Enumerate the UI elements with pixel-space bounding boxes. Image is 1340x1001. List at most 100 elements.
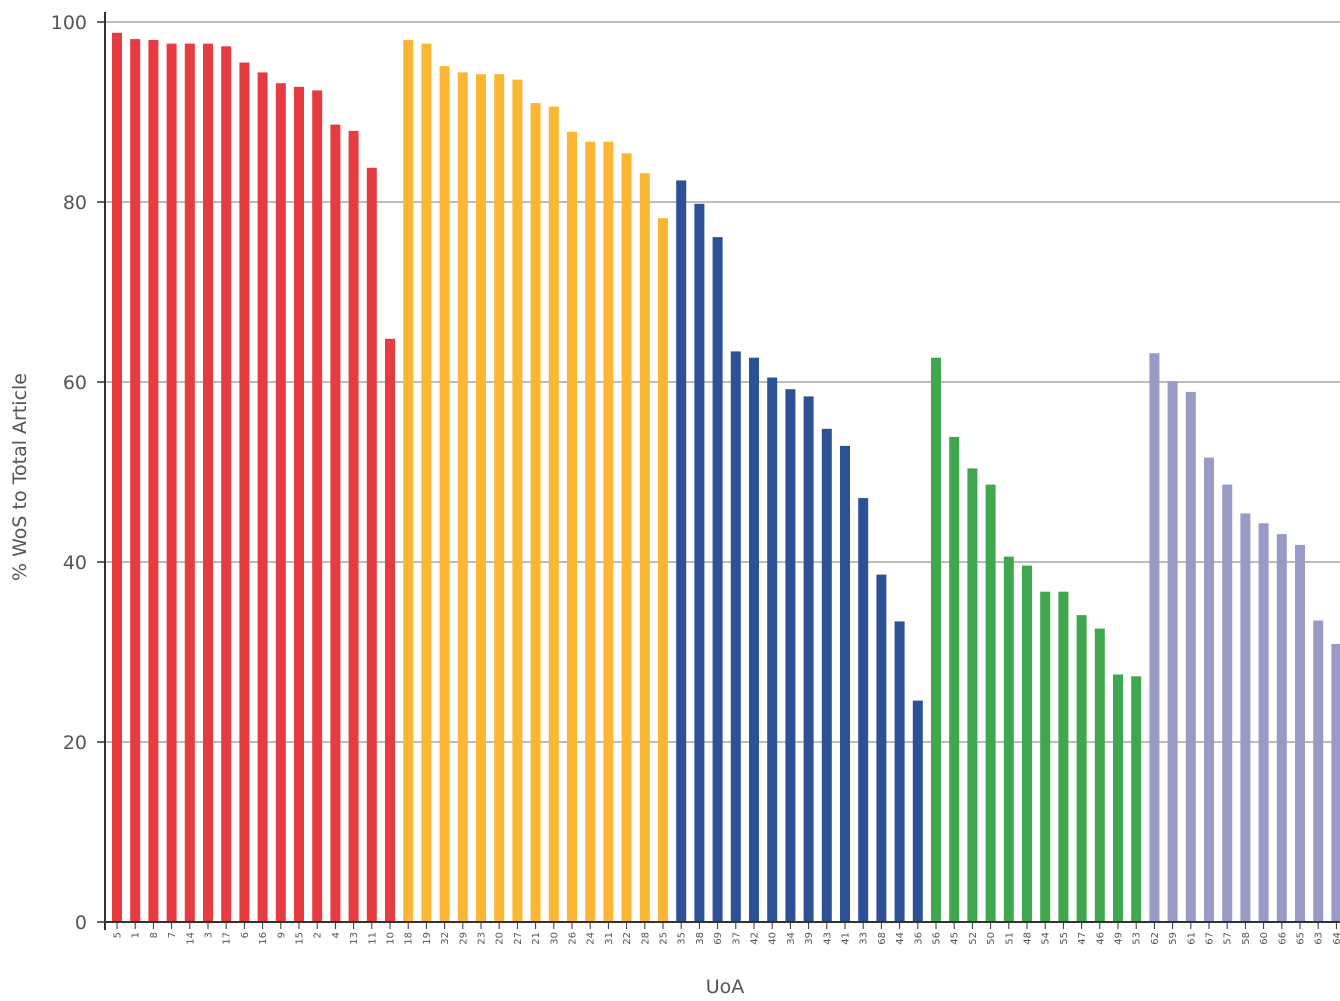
x-tick-label: 41	[841, 932, 852, 945]
x-tick-label: 56	[932, 932, 943, 945]
x-tick-label: 43	[822, 932, 833, 945]
x-tick-label: 13	[349, 932, 360, 945]
x-tick-label: 52	[968, 932, 979, 945]
bar	[1058, 591, 1069, 922]
x-tick-label: 67	[1205, 932, 1216, 945]
bar	[439, 66, 450, 923]
x-tick-label: 17	[222, 932, 233, 945]
y-tick-label: 60	[63, 372, 87, 394]
bar	[1131, 676, 1142, 922]
bar	[821, 428, 832, 922]
x-tick-label: 46	[1095, 932, 1106, 945]
x-tick-label: 9	[276, 932, 287, 938]
bar	[749, 357, 759, 922]
bar	[166, 43, 177, 923]
x-tick-label: 42	[750, 932, 761, 945]
x-tick-label: 8	[149, 932, 160, 938]
bar	[567, 131, 577, 923]
x-axis-title: UoA	[706, 976, 745, 998]
x-tick-label: 40	[768, 932, 779, 945]
x-tick-label: 20	[495, 932, 506, 945]
bar	[876, 574, 887, 922]
x-tick-label: 6	[240, 932, 251, 938]
bar	[985, 484, 996, 922]
x-tick-label: 55	[1059, 932, 1070, 945]
x-tick-label: 32	[440, 932, 451, 945]
bar	[348, 130, 359, 922]
bar	[840, 445, 850, 922]
bar	[1222, 484, 1233, 922]
y-tick-label: 80	[63, 192, 87, 214]
x-tick-label: 35	[677, 932, 688, 945]
x-tick-label: 37	[731, 932, 742, 945]
bar	[621, 153, 632, 922]
x-tick-label: 61	[1186, 932, 1197, 945]
bar	[1149, 353, 1160, 922]
bar	[767, 377, 778, 922]
x-tick-label: 44	[895, 932, 906, 945]
x-tick-label: 23	[477, 932, 488, 945]
x-tick-label: 39	[804, 932, 815, 945]
bar	[184, 43, 195, 923]
x-tick-label: 27	[513, 932, 524, 945]
x-tick-label: 7	[167, 932, 178, 938]
x-tick-label: 45	[950, 932, 961, 945]
x-tick-label: 50	[986, 932, 997, 945]
x-tick-label: 33	[859, 932, 870, 945]
x-tick-label: 57	[1223, 932, 1234, 945]
bar	[785, 389, 796, 922]
bar	[912, 700, 923, 922]
bar	[676, 180, 687, 922]
bar	[1185, 391, 1196, 922]
x-tick-label: 47	[1077, 932, 1088, 945]
x-tick-label: 29	[458, 932, 469, 945]
x-tick-label: 36	[913, 932, 924, 945]
bar	[530, 103, 541, 922]
y-tick-label: 100	[51, 12, 87, 34]
bar	[1094, 628, 1105, 922]
bar	[294, 86, 304, 923]
bar	[712, 237, 723, 923]
bar	[1003, 556, 1014, 922]
bar	[112, 32, 122, 923]
x-tick-label: 59	[1168, 932, 1179, 945]
bar	[1258, 523, 1269, 922]
bar	[967, 468, 978, 922]
x-tick-label: 53	[1132, 932, 1143, 945]
bar	[203, 43, 213, 923]
x-tick-label: 24	[586, 932, 597, 945]
x-tick-label: 4	[331, 932, 342, 938]
bar	[931, 357, 941, 922]
x-tick-label: 69	[713, 932, 724, 945]
x-tick-label: 60	[1259, 932, 1270, 945]
x-tick-label: 10	[386, 932, 397, 945]
x-tick-labels: 5 1 8 7 14 3 17 6 16 9 15 2 4 13 11 10 18 19 32 29 23 20 27 21 3…	[113, 932, 1340, 945]
bar	[130, 39, 141, 923]
bar	[803, 396, 814, 922]
bar	[403, 40, 414, 922]
x-tick-label: 34	[786, 932, 797, 945]
x-tick-label: 48	[1023, 932, 1034, 945]
y-tick-label: 20	[63, 732, 87, 754]
bar	[1022, 565, 1032, 922]
x-tick-label: 16	[258, 932, 269, 945]
bar	[385, 338, 395, 922]
bar	[658, 218, 668, 922]
bar	[1040, 591, 1051, 922]
bar	[476, 74, 486, 922]
bar	[585, 141, 596, 922]
bar	[148, 40, 159, 922]
x-tick-label: 38	[695, 932, 706, 945]
bar	[548, 106, 559, 923]
x-tick-label: 66	[1277, 932, 1288, 945]
bar	[1295, 544, 1305, 922]
bar	[949, 436, 960, 922]
y-tick-label: 40	[63, 552, 87, 574]
bar	[257, 72, 268, 922]
bar	[1331, 643, 1340, 922]
x-tick-label: 63	[1314, 932, 1325, 945]
bar	[639, 173, 650, 922]
x-tick-label: 64	[1332, 932, 1340, 945]
x-tick-label: 54	[1041, 932, 1052, 945]
